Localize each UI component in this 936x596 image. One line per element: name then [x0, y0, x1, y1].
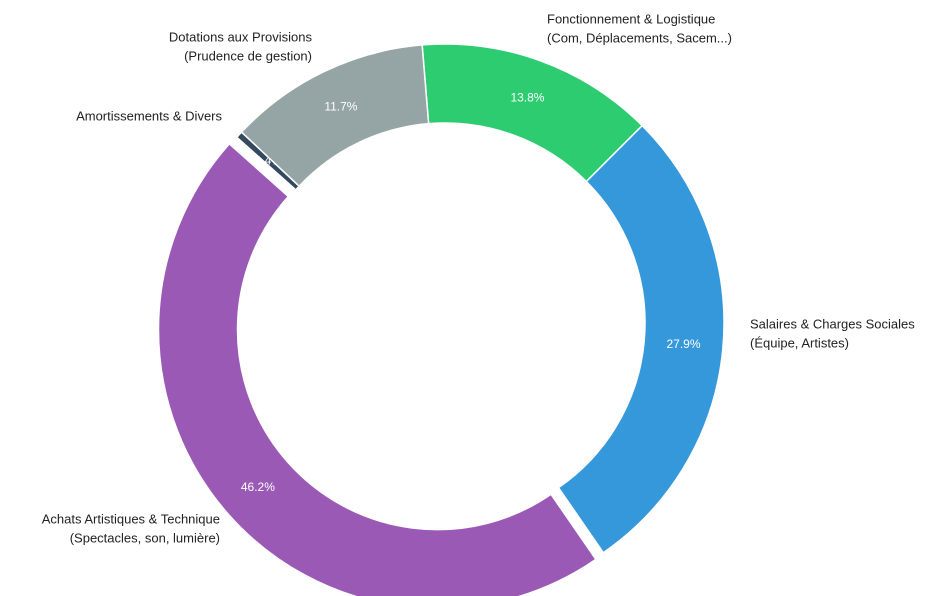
- value-label: 11.7%: [324, 99, 357, 113]
- slice-label: Fonctionnement & Logistique: [547, 11, 715, 26]
- slice-label: Salaires & Charges Sociales: [750, 316, 915, 331]
- slice-label: (Équipe, Artistes): [750, 335, 849, 350]
- slice-label: Dotations aux Provisions: [169, 29, 313, 44]
- slice-label: Amortissements & Divers: [76, 108, 222, 123]
- donut-slice: [557, 124, 725, 554]
- value-label: 46.2%: [241, 480, 275, 494]
- value-label: 27.9%: [666, 337, 700, 351]
- value-label: 13.8%: [510, 90, 544, 104]
- donut-slice: [240, 44, 430, 188]
- slice-label: (Com, Déplacements, Sacem...): [547, 30, 732, 45]
- donut-slice: [157, 142, 597, 596]
- slice-label: Achats Artistiques & Technique: [42, 511, 220, 526]
- slice-label: (Spectacles, son, lumière): [70, 530, 220, 545]
- slice-label: (Prudence de gestion): [184, 48, 312, 63]
